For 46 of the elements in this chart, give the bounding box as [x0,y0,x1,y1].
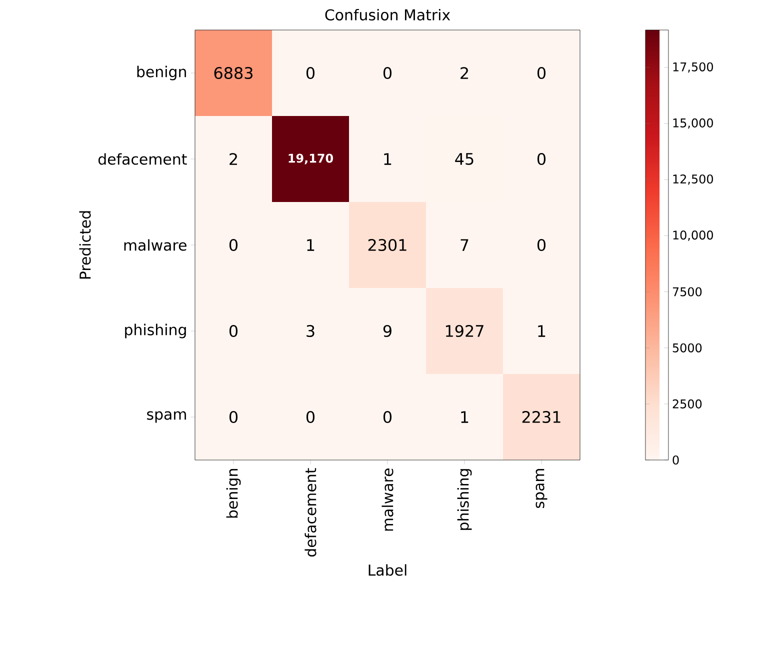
x-tick-label: defacement [304,468,316,557]
data-label: 0 [537,238,546,252]
data-label: 0 [229,238,238,252]
color-bar-label: 5000 [672,343,702,352]
data-label: 2231 [522,410,560,424]
data-label: 2 [230,153,237,165]
y-tick-label: phishing [125,324,186,338]
data-label: 0 [229,410,238,424]
data-label: 6883 [214,66,252,80]
data-label: 0 [537,152,546,166]
data-label: 2 [460,67,468,79]
data-label: 3 [306,324,314,338]
data-label: 1 [538,325,546,337]
color-bar-label: 17,500 [673,62,713,73]
data-label: 7 [460,239,468,251]
data-label: 1 [461,411,468,423]
chart-title: Confusion Matrix [325,8,450,21]
x-tick-label: spam [536,469,548,508]
data-label: 0 [383,66,392,80]
color-bar-label: 2500 [672,399,702,408]
data-label: 1 [307,239,314,251]
color-bar-label: 15,000 [673,118,713,129]
color-bar-label: 10,000 [673,230,713,241]
data-label: 9 [383,324,392,338]
color-bar-label: 0 [672,455,679,465]
data-label: 1927 [446,324,484,338]
x-tick-label: benign [226,469,241,518]
data-label: 0 [383,410,392,424]
data-label: 1 [384,153,392,165]
x-tick-label: phishing [457,469,472,530]
x-tick-label: malware [382,468,394,531]
data-label: 0 [306,66,315,80]
y-axis-title: Predicted [79,211,91,279]
data-label: 2301 [368,238,406,252]
y-tick-label: benign [137,66,186,80]
color-bar-label: 7500 [672,287,702,296]
data-label: 45 [455,153,474,165]
data-label: 0 [306,410,315,424]
data-label: 0 [229,324,238,338]
data-label: 0 [537,66,546,80]
y-tick-label: defacement [98,153,187,165]
data-label: 19,170 [288,154,334,164]
color-bar-label: 12,500 [673,174,713,185]
y-tick-label: spam [147,411,186,423]
x-axis-title: Label [368,564,406,576]
y-tick-label: malware [124,239,186,251]
